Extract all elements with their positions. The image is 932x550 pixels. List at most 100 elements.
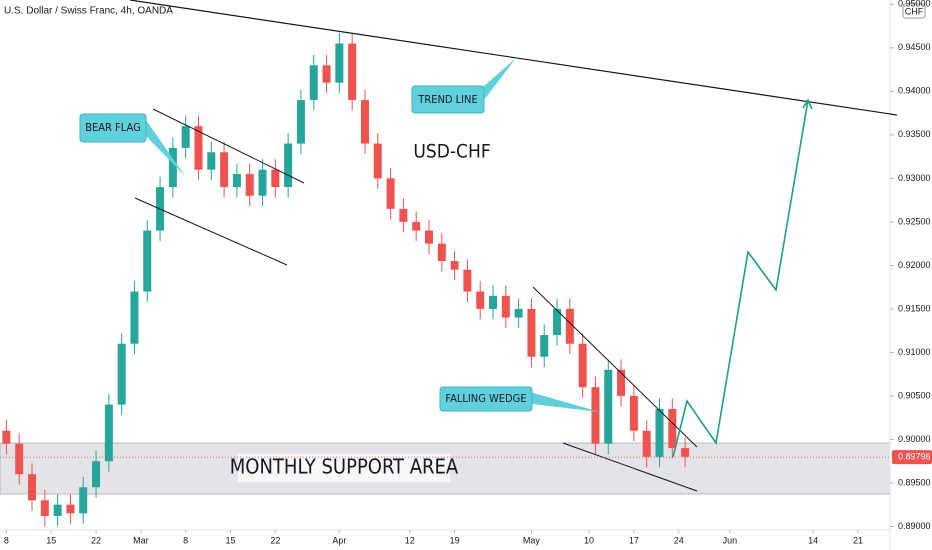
candle-body — [322, 65, 331, 83]
x-tick-label: 8 — [183, 535, 188, 545]
callout-pointer — [136, 120, 185, 176]
candle-body — [181, 126, 190, 148]
candle-body — [399, 208, 408, 222]
x-tick-label: Mar — [133, 535, 149, 545]
x-tick-label: 24 — [674, 535, 684, 545]
candle-body — [104, 404, 113, 462]
candle-body — [296, 100, 305, 144]
candle-body — [53, 504, 62, 516]
callout-label: BEAR FLAG — [85, 121, 141, 134]
candle-body — [437, 243, 446, 262]
trend-line — [129, 0, 898, 116]
y-tick-label: 0.89500 — [898, 477, 931, 487]
chart-title: U.S. Dollar / Swiss Franc, 4h, OANDA — [4, 6, 173, 17]
candle-body — [360, 100, 369, 144]
y-tick-label: 0.95000 — [898, 0, 931, 9]
y-tick-label: 0.94000 — [898, 86, 931, 96]
x-tick-label: 21 — [853, 535, 863, 545]
wedge-line — [532, 286, 698, 448]
candle-body — [232, 174, 241, 188]
candle-body — [15, 443, 24, 475]
candle-body — [284, 143, 293, 188]
callout-pointer — [530, 392, 600, 412]
candle-body — [668, 408, 677, 449]
candle-body — [245, 174, 254, 196]
chart-label: USD-CHF — [413, 141, 490, 163]
x-tick-label: 12 — [405, 535, 415, 545]
x-tick-label: Jun — [723, 535, 738, 545]
candle-body — [578, 343, 587, 388]
projection — [672, 99, 809, 458]
support-label: MONTHLY SUPPORT AREA — [230, 455, 459, 479]
x-tick-label: 17 — [629, 535, 639, 545]
candle-body — [527, 308, 536, 357]
candle-body — [591, 387, 600, 444]
y-tick-label: 0.90000 — [898, 434, 931, 444]
candle-body — [450, 261, 459, 270]
callout — [439, 386, 533, 412]
x-tick-label: 15 — [46, 535, 56, 545]
candle-body — [117, 343, 126, 405]
y-tick-label: 0.94500 — [898, 42, 931, 52]
y-tick-label: 0.93500 — [898, 129, 931, 139]
candle-body — [194, 126, 203, 170]
candle-body — [412, 221, 421, 231]
y-tick-label: 0.93000 — [898, 173, 931, 183]
candle-body — [168, 147, 177, 188]
candle-body — [629, 395, 638, 431]
candle-body — [501, 295, 510, 318]
candle-body — [424, 230, 433, 244]
x-tick-label: Apr — [332, 535, 346, 545]
candle-body — [489, 295, 498, 309]
candle-body — [309, 65, 318, 101]
x-tick-label: 14 — [808, 535, 818, 545]
candle-body — [92, 461, 101, 488]
candle-body — [258, 169, 267, 196]
x-tick-label: 19 — [450, 535, 460, 545]
candle-body — [143, 230, 152, 292]
candle-body — [540, 335, 549, 357]
candle-body — [348, 43, 357, 101]
candle-body — [220, 152, 229, 188]
candle-body — [130, 291, 139, 344]
x-tick-label: 22 — [270, 535, 280, 545]
candle-body — [463, 269, 472, 292]
candle-body — [28, 474, 37, 501]
candle-body — [514, 308, 523, 318]
y-tick-label: 0.92000 — [898, 260, 931, 270]
candle-body — [373, 143, 382, 179]
label-background — [238, 454, 450, 482]
y-tick-label: 0.91500 — [898, 303, 931, 313]
candle-body — [2, 430, 11, 444]
candle-body — [642, 430, 651, 457]
flag-line — [152, 108, 305, 184]
candle-body — [335, 43, 344, 83]
candle-body — [79, 487, 88, 514]
last-price-label: 0.89796 — [898, 452, 931, 462]
x-tick-label: 8 — [4, 535, 9, 545]
x-tick-label: 22 — [91, 535, 101, 545]
callout-label: TREND LINE — [417, 93, 477, 106]
candle-body — [553, 308, 562, 335]
y-tick-label: 0.92500 — [898, 216, 931, 226]
currency: CHF — [905, 6, 924, 16]
callout-label: FALLING WEDGE — [445, 392, 526, 405]
candle-body — [271, 169, 280, 188]
candle-body — [655, 408, 664, 457]
currency-badge — [902, 3, 926, 19]
candle-body — [681, 448, 690, 457]
callout — [411, 85, 485, 114]
callout — [79, 113, 147, 143]
candle-body — [617, 369, 626, 396]
last-price-badge — [892, 450, 932, 465]
candle-body — [604, 369, 613, 444]
x-tick-label: May — [523, 535, 541, 545]
candle-body — [386, 178, 395, 209]
x-tick-label: 15 — [225, 535, 235, 545]
candle-body — [565, 308, 574, 344]
x-tick-label: 10 — [584, 535, 594, 545]
y-tick-label: 0.89000 — [898, 521, 931, 531]
candle-body — [66, 504, 75, 514]
candle-body — [476, 291, 485, 309]
